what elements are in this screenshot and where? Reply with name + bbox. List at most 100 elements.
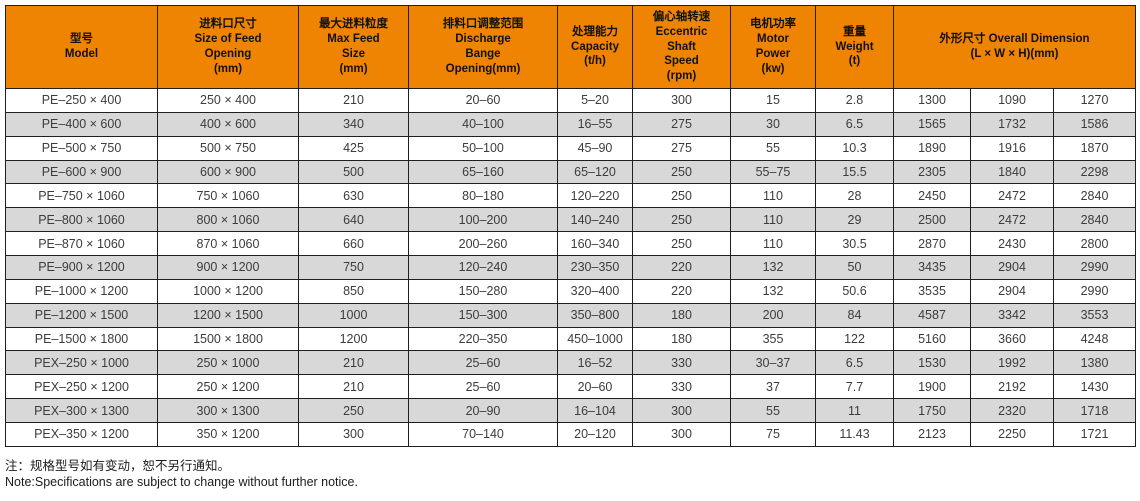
cell: 132 bbox=[730, 278, 816, 304]
cell: 28 bbox=[815, 183, 894, 209]
cell: 70–140 bbox=[408, 422, 558, 447]
cell: PE–800 × 1060 bbox=[5, 207, 158, 233]
cell: 2800 bbox=[1053, 231, 1136, 257]
cell: 2472 bbox=[970, 183, 1054, 209]
cell: 2298 bbox=[1053, 159, 1136, 185]
cell: 2990 bbox=[1053, 255, 1136, 280]
cell: 5160 bbox=[893, 326, 971, 352]
cell: 750 × 1060 bbox=[157, 183, 299, 209]
cell: 600 × 900 bbox=[157, 159, 299, 185]
cell: 2.8 bbox=[815, 88, 894, 113]
column-header-line: (mm) bbox=[339, 62, 368, 75]
cell: 84 bbox=[815, 302, 894, 328]
cell: 450–1000 bbox=[557, 326, 633, 352]
cell: 2990 bbox=[1053, 278, 1136, 304]
cell: 1430 bbox=[1053, 374, 1136, 400]
column-header-line: (t) bbox=[848, 55, 861, 68]
column-header-line: 电机功率 bbox=[750, 18, 796, 31]
column-header-line: 重量 bbox=[843, 25, 866, 38]
cell: 220–350 bbox=[408, 326, 558, 352]
table-row: PE–600 × 900 600 × 900 500 65–160 65–120 250 5… bbox=[5, 159, 1136, 185]
table-row: PE–500 × 750 500 × 750 425 50–100 45–90 275 55… bbox=[5, 135, 1136, 161]
cell: 11 bbox=[815, 398, 894, 424]
cell: 2192 bbox=[970, 374, 1054, 400]
cell: 210 bbox=[298, 88, 409, 113]
cell: 1900 bbox=[893, 374, 971, 400]
cell: PE–600 × 900 bbox=[5, 159, 158, 185]
cell: 220 bbox=[632, 255, 731, 280]
cell: 37 bbox=[730, 374, 816, 400]
cell: 1530 bbox=[893, 350, 971, 376]
column-header: 外形尺寸 Overall Dimension (L × W × H)(mm) bbox=[893, 5, 1136, 89]
cell: 300 × 1300 bbox=[157, 398, 299, 424]
cell: 350 × 1200 bbox=[157, 422, 299, 447]
cell: 340 bbox=[298, 111, 409, 137]
cell: 4248 bbox=[1053, 326, 1136, 352]
footnote-en: Note:Specifications are subject to chang… bbox=[5, 475, 358, 490]
cell: 250 bbox=[632, 207, 731, 233]
column-header: 处理能力 Capacity (t/h) bbox=[557, 5, 633, 89]
column-header: 最大进料粒度 Max Feed Size (mm) bbox=[298, 5, 409, 89]
table-row: PE–1000 × 1200 1000 × 1200 850 150–280 320–4… bbox=[5, 278, 1136, 304]
table-row: PE–900 × 1200 900 × 1200 750 120–240 230–350… bbox=[5, 255, 1136, 280]
table-row: PE–1500 × 1800 1500 × 1800 1200 220–350 450–… bbox=[5, 326, 1136, 352]
cell: 110 bbox=[730, 207, 816, 233]
cell: 2472 bbox=[970, 207, 1054, 233]
cell: 1870 bbox=[1053, 135, 1136, 161]
cell: 1721 bbox=[1053, 422, 1136, 447]
table-row: PE–750 × 1060 750 × 1060 630 80–180 120–220 2… bbox=[5, 183, 1136, 209]
cell: 25–60 bbox=[408, 374, 558, 400]
column-header-line: (rpm) bbox=[666, 70, 697, 83]
cell: 110 bbox=[730, 183, 816, 209]
cell: 1992 bbox=[970, 350, 1054, 376]
cell: 800 × 1060 bbox=[157, 207, 299, 233]
cell: 30 bbox=[730, 111, 816, 137]
column-header-line: 排料口调整范围 bbox=[442, 18, 524, 31]
column-header-line: 最大进料粒度 bbox=[319, 18, 388, 31]
cell: 200–260 bbox=[408, 231, 558, 257]
cell: 300 bbox=[298, 422, 409, 447]
cell: 250 bbox=[632, 183, 731, 209]
column-header-line: 型号 bbox=[70, 33, 93, 46]
column-header: 排料口调整范围 Discharge Bange Opening(mm) bbox=[408, 5, 558, 89]
cell: 210 bbox=[298, 374, 409, 400]
cell: 1750 bbox=[893, 398, 971, 424]
cell: 30–37 bbox=[730, 350, 816, 376]
cell: 400 × 600 bbox=[157, 111, 299, 137]
cell: 500 bbox=[298, 159, 409, 185]
cell: PEX–300 × 1300 bbox=[5, 398, 158, 424]
cell: 1890 bbox=[893, 135, 971, 161]
cell: 50.6 bbox=[815, 278, 894, 304]
column-header: 偏心轴转速 Eccentric Shaft Speed (rpm) bbox=[632, 5, 731, 89]
cell: PE–1200 × 1500 bbox=[5, 302, 158, 328]
cell: 220 bbox=[632, 278, 731, 304]
cell: 3553 bbox=[1053, 302, 1136, 328]
table-row: PE–250 × 400 250 × 400 210 20–60 5–20 300 15 2.… bbox=[5, 88, 1136, 113]
cell: 1916 bbox=[970, 135, 1054, 161]
cell: 230–350 bbox=[557, 255, 633, 280]
cell: 132 bbox=[730, 255, 816, 280]
column-header-line: Power bbox=[755, 48, 791, 60]
cell: 2250 bbox=[970, 422, 1054, 447]
cell: 6.5 bbox=[815, 111, 894, 137]
cell: 50 bbox=[815, 255, 894, 280]
column-header: 重量 Weight (t) bbox=[815, 5, 894, 89]
cell: 2123 bbox=[893, 422, 971, 447]
cell: 65–120 bbox=[557, 159, 633, 185]
cell: 55–75 bbox=[730, 159, 816, 185]
cell: PE–900 × 1200 bbox=[5, 255, 158, 280]
cell: 110 bbox=[730, 231, 816, 257]
cell: 45–90 bbox=[557, 135, 633, 161]
column-header-line: 处理能力 bbox=[572, 25, 618, 38]
column-header-line: (t/h) bbox=[584, 55, 606, 68]
column-header-line: Opening(mm) bbox=[445, 62, 521, 75]
cell: 50–100 bbox=[408, 135, 558, 161]
cell: 300 bbox=[632, 422, 731, 447]
cell: 210 bbox=[298, 350, 409, 376]
cell: 6.5 bbox=[815, 350, 894, 376]
table-body: PE–250 × 400 250 × 400 210 20–60 5–20 300 15 2.… bbox=[5, 88, 1136, 447]
table-row: PEX–350 × 1200 350 × 1200 300 70–140 20–120 3… bbox=[5, 422, 1136, 447]
cell: 29 bbox=[815, 207, 894, 233]
cell: 2870 bbox=[893, 231, 971, 257]
cell: 250 bbox=[632, 231, 731, 257]
